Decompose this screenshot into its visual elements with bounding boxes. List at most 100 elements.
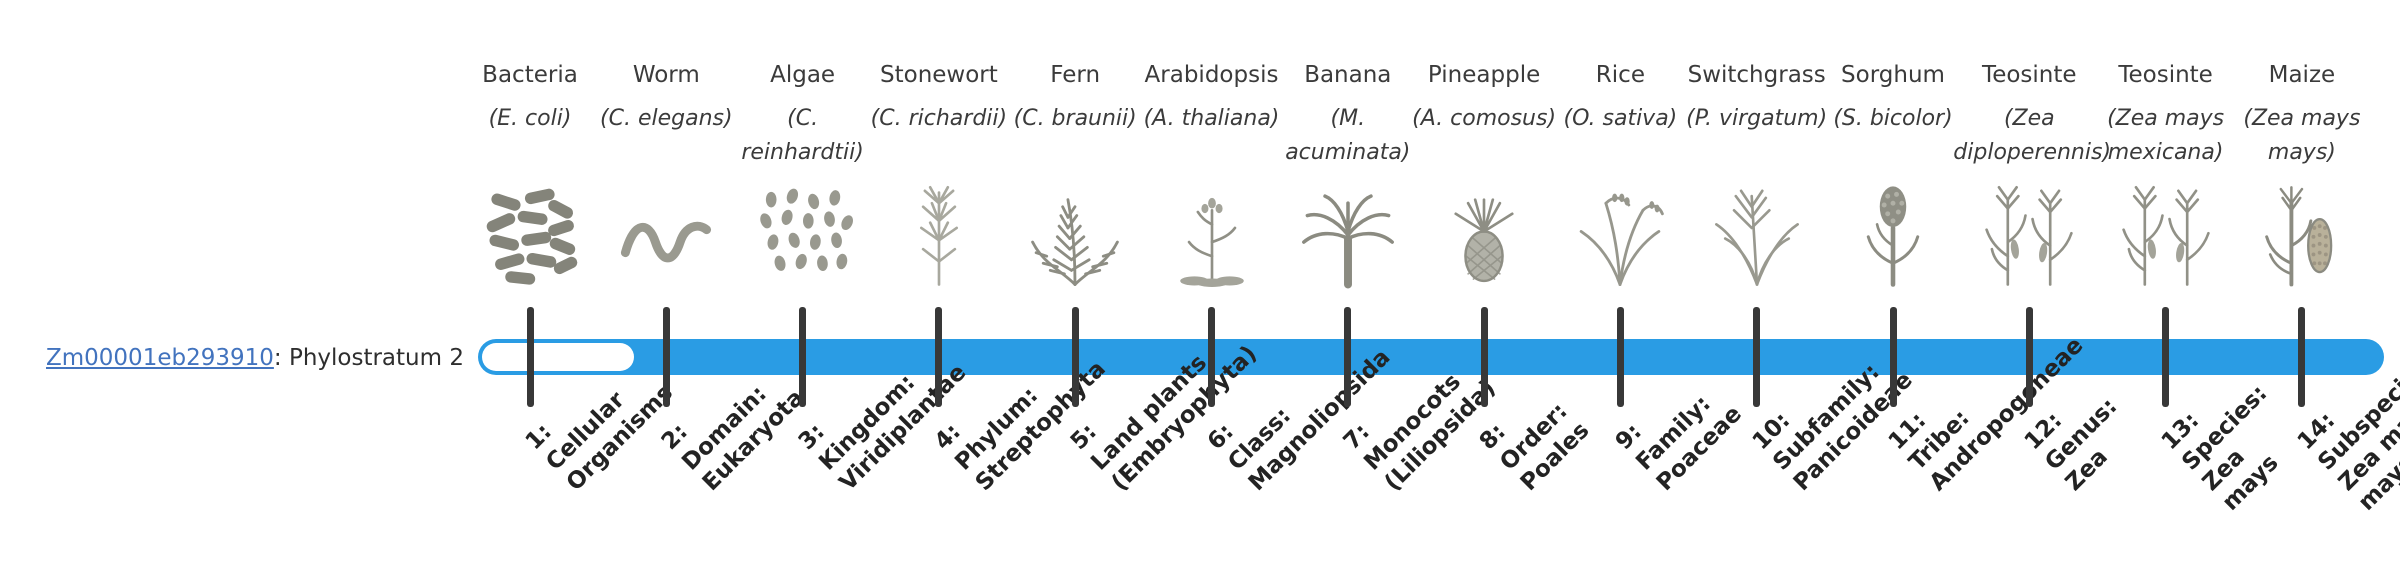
stratum-label-line: Andropogoneae <box>1924 332 2088 496</box>
stratum-label-line: Kingdom: <box>813 369 920 476</box>
organism-common-name: Algae <box>770 62 836 88</box>
stratum-label-line: 1: <box>520 418 557 456</box>
organism-common-name: Sorghum <box>1841 62 1945 88</box>
stratum-label-line: Zea <box>2196 443 2250 496</box>
stratum-label-line: (Liliopsida) <box>1379 374 1501 496</box>
organism-scientific-name: (Zea mays mexicana) <box>2107 106 2225 166</box>
stratum-label-line: 7: <box>1338 418 1375 456</box>
stratum-label-line: 4: <box>929 418 966 456</box>
stratum-label-line: Eukaryota <box>697 384 810 496</box>
timeline-tick <box>799 307 807 407</box>
organism-common-name: Maize <box>2268 62 2336 88</box>
stratum-label-line: Class: <box>1222 402 1296 476</box>
banana-icon <box>1293 176 1403 290</box>
bacteria-icon <box>475 176 585 290</box>
stratum-label-text: 6: Class: Magnoliopsida <box>1202 343 1395 497</box>
organism-scientific-name: (E. coli) <box>488 106 572 131</box>
stratum-label-text: 2: Domain: Eukaryota <box>656 380 810 497</box>
stratum-label-line: Tribe: <box>1904 404 1975 476</box>
gene-link[interactable]: Zm00001eb293910 <box>46 345 274 371</box>
timeline-tick <box>1753 307 1761 407</box>
timeline-tick <box>1071 307 1079 407</box>
stratum-label-line: 14: <box>2292 407 2341 456</box>
stratum-label-text: 12: Genus: Zea <box>2019 393 2123 497</box>
organism-scientific-name: (O. sativa) <box>1563 106 1678 131</box>
stratum-label-line: 13: <box>2156 407 2204 456</box>
stratum-label-line: Poaceae <box>1651 400 1747 496</box>
stratum-label-line: Monocots <box>1358 368 1466 476</box>
stratum-label-line: Panicoideae <box>1788 366 1918 496</box>
stratum-label-line: Species: <box>2176 380 2272 476</box>
organism-scientific-name: (C. elegans) <box>600 106 733 131</box>
timeline-tick <box>1616 307 1624 407</box>
organism-scientific-name: (C. richardii) <box>870 106 1008 131</box>
stratum-label-line: 6: <box>1202 418 1239 456</box>
stratum-label-line: 2: <box>657 418 694 456</box>
gene-label: Zm00001eb293910: Phylostratum 2 <box>46 345 464 371</box>
stratum-label-line: Genus: <box>2040 393 2123 476</box>
maize-icon <box>2247 176 2357 290</box>
stratum-label-line: Order: <box>1495 397 1573 476</box>
stratum-label-text: 14: Subspecies: Zea mays mays <box>2292 347 2400 517</box>
organism-scientific-name: (A. thaliana) <box>1143 106 1280 131</box>
arabidopsis-icon <box>1157 176 1267 290</box>
organism-common-name: Worm <box>632 62 700 88</box>
timeline-bar <box>478 339 2384 375</box>
stratum-label-line: Viridiplantae <box>833 359 971 496</box>
stratum-label-line: 3: <box>793 418 830 456</box>
stratum-label-text: 3: Kingdom: Viridiplantae <box>793 359 971 497</box>
stratum-label-text: 8: Order: Poales <box>1474 397 1595 497</box>
organism-scientific-name: (S. bicolor) <box>1833 106 1953 131</box>
organism-common-name: Arabidopsis <box>1144 62 1279 88</box>
stratum-label-line: Land plants <box>1086 349 1213 476</box>
switchgrass-icon <box>1702 176 1812 290</box>
organism-scientific-name: (C. braunii) <box>1013 106 1137 131</box>
gene-phylostratum-text: : Phylostratum 2 <box>273 345 464 371</box>
stratum-label-line: Subfamily: <box>1767 358 1885 476</box>
stratum-label-line: Family: <box>1631 390 1717 476</box>
stonewort-icon <box>884 176 994 290</box>
stratum-label-line: mays <box>2353 449 2400 517</box>
stratum-label-line: Magnoliopsida <box>1242 343 1395 496</box>
rice-icon <box>1565 176 1675 290</box>
stratum-label-line: Streptophyta <box>970 355 1111 496</box>
timeline-tick <box>1480 307 1488 407</box>
organism-scientific-name: (M. acuminata) <box>1285 106 1411 166</box>
timeline-tick <box>2298 307 2306 407</box>
stratum-label-line: (Embryophyta) <box>1106 340 1262 496</box>
timeline-tick <box>1889 307 1897 407</box>
stratum-label-line: Poales <box>1515 417 1595 496</box>
organism-common-name: Banana <box>1304 62 1392 88</box>
organism-scientific-name: (A. comosus) <box>1412 106 1557 131</box>
teosinte-icon <box>2111 176 2221 290</box>
organism-scientific-name: (Zea mays mays) <box>2243 106 2361 166</box>
stratum-label-line: 10: <box>1747 407 1795 456</box>
algae-icon <box>748 176 858 290</box>
stratum-label-line: 8: <box>1474 418 1512 456</box>
organism-scientific-name: (Zea diploperennis) <box>1953 106 2112 166</box>
timeline-unfilled-segment <box>482 343 634 371</box>
organism-common-name: Stonewort <box>880 62 998 88</box>
stratum-label-text: 9: Family: Poaceae <box>1610 390 1747 497</box>
organism-common-name: Rice <box>1595 62 1645 88</box>
stratum-label-text: 1: Cellular Organisms <box>520 379 678 497</box>
stratum-label-text: 10: Subfamily: Panicoideae <box>1747 358 1918 497</box>
pineapple-icon <box>1429 176 1539 290</box>
stratum-label-line: Organisms <box>561 379 678 496</box>
timeline-tick <box>2162 307 2170 407</box>
timeline-tick <box>2025 307 2033 407</box>
timeline-tick <box>1208 307 1215 407</box>
teosinte-icon <box>1974 176 2084 290</box>
organism-scientific-name: (P. virgatum) <box>1686 106 1828 131</box>
stratum-label-line: Subspecies: <box>2312 347 2400 476</box>
organism-common-name: Bacteria <box>482 62 578 88</box>
stratum-label-text: 5: Land plants (Embryophyta) <box>1065 340 1262 497</box>
stratum-label-line: Domain: <box>677 380 772 476</box>
fern-icon <box>1020 176 1130 290</box>
organism-common-name: Teosinte <box>2118 62 2213 88</box>
stratum-label-line: Zea <box>2060 443 2113 496</box>
stratum-label-line: 12: <box>2020 407 2068 456</box>
timeline-tick <box>526 307 534 407</box>
stratum-label-line: 5: <box>1065 418 1103 456</box>
